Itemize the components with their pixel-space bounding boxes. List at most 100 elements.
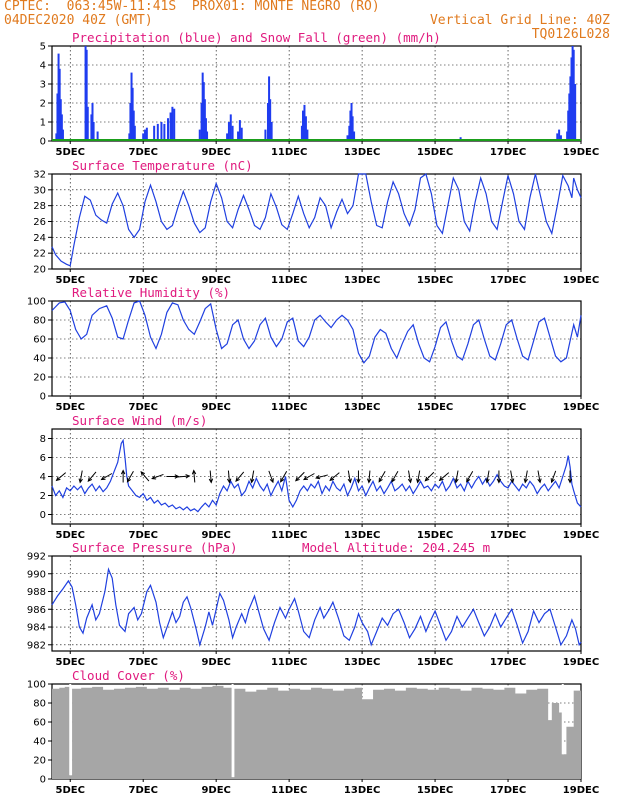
precipitation-bar [558, 129, 561, 141]
y-tick-label: 1 [40, 118, 46, 129]
precipitation-bar [231, 125, 234, 141]
y-tick-label: 982 [27, 640, 46, 651]
wind-arrow-head [151, 475, 157, 480]
wind-arrow-head [416, 478, 421, 484]
precipitation-bar [56, 93, 59, 141]
wind-arrow-head [438, 476, 444, 482]
precipitation-bar [128, 133, 131, 141]
x-tick-label: 13DEC [344, 657, 380, 668]
wind-arrow-head [550, 478, 555, 484]
x-tick-label: 13DEC [344, 275, 380, 286]
x-tick-label: 15DEC [417, 785, 453, 796]
precipitation-bar [229, 114, 232, 141]
precipitation-bar [144, 129, 147, 141]
x-tick-label: 17DEC [490, 402, 526, 413]
cloud-cover-area [52, 685, 581, 779]
x-tick-label: 17DEC [490, 530, 526, 541]
wind-arrow-shaft [151, 473, 164, 480]
wind-arrow-head [356, 478, 361, 484]
wind-arrow-shaft [251, 470, 255, 483]
x-tick-label: 7DEC [128, 275, 157, 286]
precipitation-bar [84, 46, 87, 141]
wind-arrow-shaft [193, 470, 196, 483]
panel-title: Cloud Cover (%) [72, 668, 185, 683]
x-tick-label: 15DEC [417, 402, 453, 413]
y-tick-label: 40 [33, 354, 46, 365]
run-date-header: 04DEC2020 40Z (GMT) [4, 13, 153, 28]
wind-arrow-head [407, 478, 413, 484]
y-tick-label: 2 [40, 491, 46, 502]
precipitation-bar [167, 118, 170, 141]
precipitation-bar [574, 84, 577, 141]
y-tick-label: 0 [40, 510, 46, 521]
wind-arrow-shaft [140, 471, 150, 482]
x-tick-label: 7DEC [128, 785, 157, 796]
wind-arrow-shaft [303, 473, 315, 480]
precipitation-bar [206, 131, 209, 141]
wind-arrow-shaft [486, 470, 490, 483]
y-tick-label: 8 [40, 434, 46, 445]
wind-arrow-head [140, 471, 146, 476]
wind-arrow-shaft [391, 471, 399, 482]
wind-arrow-head [295, 476, 300, 482]
wind-arrow-shaft [524, 470, 528, 483]
x-tick-label: 11DEC [271, 785, 307, 796]
x-tick-label: 7DEC [128, 657, 157, 668]
precipitation-bar [204, 118, 207, 141]
precipitation-bar [173, 108, 176, 141]
wind-arrow-shaft [87, 471, 97, 482]
precipitation-bar [568, 93, 571, 141]
wind-arrow-head [523, 478, 528, 484]
wind-arrow-head [485, 478, 490, 484]
precipitation-bar [303, 104, 306, 141]
wind-arrow-shaft [295, 471, 305, 482]
x-tick-label: 5DEC [56, 785, 85, 796]
wind-arrow-head [454, 478, 459, 484]
wind-arrow-head [226, 478, 232, 484]
wind-arrow-shaft [537, 470, 541, 483]
precipitation-bar [300, 125, 303, 141]
x-tick-label: 13DEC [344, 785, 380, 796]
precipitation-bar [131, 87, 134, 141]
wind-arrow-head [466, 477, 471, 483]
y-tick-label: 30 [33, 185, 46, 196]
y-tick-label: 2 [40, 99, 46, 110]
precipitation-bar [92, 122, 95, 141]
y-tick-label: 100 [27, 680, 46, 691]
precipitation-bar [55, 133, 58, 141]
wind-arrow-shaft [466, 471, 474, 482]
wind-arrow-shaft [439, 472, 450, 481]
precipitation-bar [202, 82, 205, 141]
wind-arrow-head [391, 477, 396, 483]
wind-arrow-shaft [268, 470, 274, 483]
x-tick-label: 19DEC [563, 657, 599, 668]
x-tick-label: 5DEC [56, 147, 85, 158]
x-tick-label: 17DEC [490, 275, 526, 286]
panel-title: Surface Temperature (nC) [72, 158, 253, 173]
wind-arrow-shaft [235, 471, 245, 482]
wind-arrow-shaft [227, 470, 230, 483]
station-header: CPTEC: 063:45W-11:41S PROX01: MONTE NEGR… [4, 0, 380, 14]
wind-arrow-head [269, 478, 274, 484]
precipitation-bar [91, 103, 94, 141]
precipitation-bar [350, 103, 353, 141]
precipitation-bar [153, 125, 156, 141]
precipitation-bar [572, 49, 575, 141]
x-tick-label: 15DEC [417, 530, 453, 541]
x-tick-label: 15DEC [417, 657, 453, 668]
wind-arrow-head [55, 476, 61, 482]
x-tick-label: 9DEC [201, 657, 230, 668]
y-tick-label: 80 [33, 699, 46, 710]
wind-arrow-shaft [329, 472, 340, 481]
x-tick-label: 17DEC [490, 147, 526, 158]
x-tick-label: 19DEC [563, 275, 599, 286]
precipitation-bar [86, 106, 89, 141]
x-tick-label: 5DEC [56, 657, 85, 668]
wind-arrow-head [424, 476, 430, 482]
x-tick-label: 19DEC [563, 530, 599, 541]
y-tick-label: 6 [40, 453, 46, 464]
precipitation-bar [156, 123, 159, 141]
wind-arrow-head [191, 469, 197, 475]
precipitation-bar [346, 135, 349, 141]
panel-frame [51, 555, 582, 652]
